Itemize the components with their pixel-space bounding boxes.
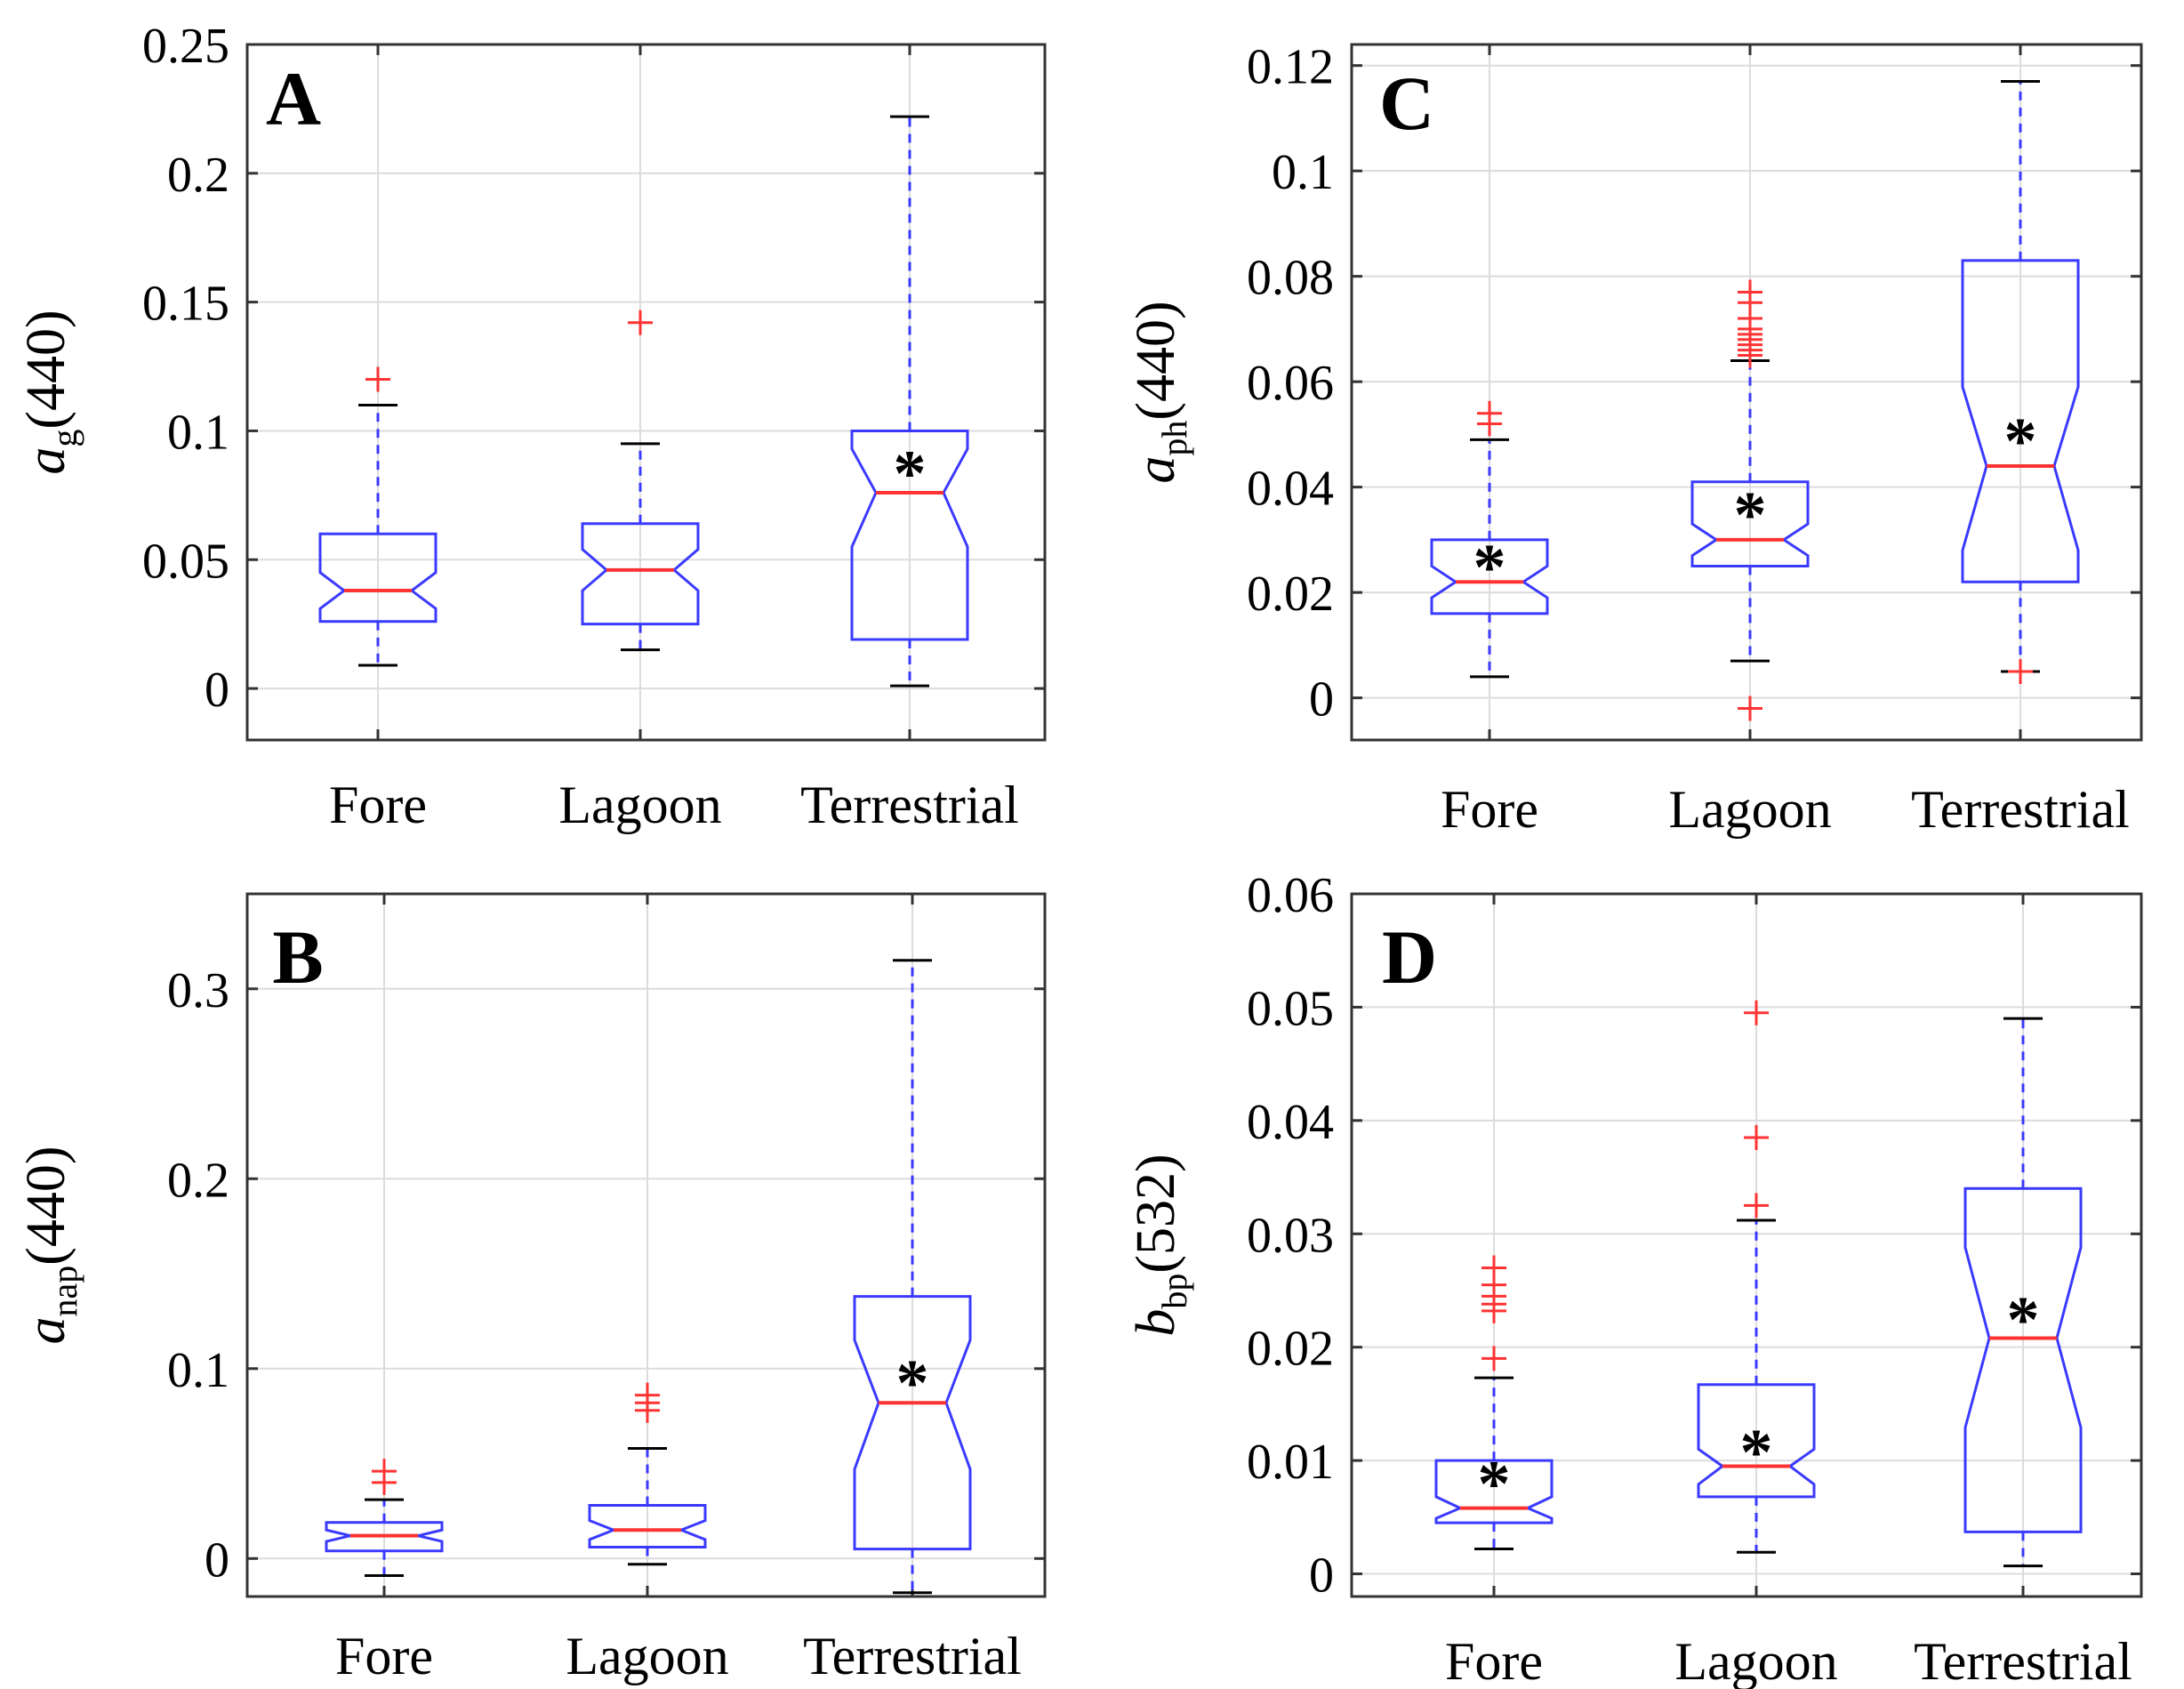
- y-axis-label: ag(440): [16, 310, 84, 474]
- y-tick-label: 0.04: [1247, 462, 1334, 517]
- y-axis-label: aph(440): [1126, 301, 1194, 483]
- y-axis-label: bbp(532): [1126, 1154, 1194, 1336]
- outlier-marker: [1744, 1000, 1769, 1025]
- axes-frame: [245, 892, 1047, 1598]
- box-body: [1697, 1383, 1816, 1499]
- outlier-marker: [1738, 279, 1762, 305]
- y-tick-label: 0.1: [1272, 145, 1334, 200]
- outlier-marker: [1744, 1193, 1769, 1218]
- box-body: [325, 1521, 444, 1553]
- box-body: [1434, 1459, 1554, 1524]
- box-body: [588, 1504, 707, 1548]
- y-tick-label: 0.12: [1247, 40, 1334, 95]
- chart-panel-d: 0 0.01 0.02 0.03 0.04 0.05 0.06 Fore Lagoon Terre…: [1126, 868, 2143, 1689]
- y-tick-label: 0.15: [142, 277, 229, 332]
- x-tick-label: Fore: [1441, 780, 1538, 839]
- y-tick-label: 0.3: [167, 963, 229, 1018]
- x-tick-label: Fore: [329, 776, 427, 834]
- y-tick-label: 0.05: [1247, 981, 1334, 1036]
- x-tick-label: Fore: [1445, 1632, 1543, 1689]
- panel-label: C: [1379, 60, 1434, 146]
- panel-label: D: [1382, 914, 1437, 1000]
- y-tick-label: 0: [205, 663, 229, 718]
- x-tick-label: Lagoon: [566, 1627, 728, 1685]
- chart-panel-b: 0 0.1 0.2 0.3 Fore Lagoon Terrestrial anap(440)…: [16, 892, 1047, 1685]
- y-tick-label: 0.2: [167, 1153, 229, 1208]
- box-body: [1690, 480, 1810, 567]
- x-tick-label: Terrestrial: [803, 1627, 1022, 1685]
- y-tick-label: 0.2: [167, 148, 229, 203]
- box-terrestrial: *: [853, 959, 972, 1595]
- box-fore: *: [1434, 1255, 1554, 1550]
- outlier-marker: [372, 1459, 397, 1484]
- box-body: [581, 522, 700, 626]
- outlier-marker: [1744, 1124, 1769, 1150]
- y-tick-label: 0.02: [1247, 567, 1334, 622]
- y-tick-label: 0.04: [1247, 1095, 1334, 1150]
- box-body: [1961, 259, 2080, 583]
- significance-star: *: [2007, 1283, 2040, 1356]
- axes-frame: [1350, 43, 2143, 742]
- outlier-marker: [628, 310, 653, 335]
- box-body: [1963, 1186, 2083, 1533]
- y-tick-label: 0.1: [167, 1343, 229, 1398]
- y-tick-label: 0.08: [1247, 251, 1334, 306]
- y-tick-label: 0.1: [167, 405, 229, 460]
- box-lagoon: [588, 1382, 707, 1566]
- significance-star: *: [896, 1347, 929, 1420]
- box-fore: [318, 366, 438, 667]
- box-fore: *: [1430, 400, 1549, 679]
- y-tick-label: 0.03: [1247, 1208, 1334, 1263]
- significance-star: *: [1734, 479, 1767, 551]
- axes-frame: [245, 43, 1047, 742]
- box-body: [850, 429, 969, 641]
- x-tick-label: Lagoon: [1674, 1632, 1837, 1689]
- box-lagoon: [581, 310, 700, 652]
- panel-label: A: [266, 56, 321, 141]
- y-tick-label: 0: [1309, 1548, 1334, 1604]
- outlier-marker: [1481, 1255, 1506, 1281]
- box-terrestrial: *: [850, 115, 969, 688]
- box-body: [1430, 538, 1549, 615]
- x-tick-label: Terrestrial: [1911, 780, 2130, 839]
- significance-star: *: [1740, 1417, 1773, 1490]
- outlier-marker: [2008, 658, 2033, 684]
- y-tick-label: 0.02: [1247, 1322, 1334, 1377]
- outlier-marker: [635, 1382, 660, 1408]
- y-tick-label: 0.05: [142, 534, 229, 589]
- box-fore: [325, 1459, 444, 1578]
- significance-star: *: [1478, 1448, 1511, 1521]
- x-tick-label: Lagoon: [558, 776, 721, 834]
- box-terrestrial: *: [1963, 1017, 2083, 1568]
- y-tick-label: 0: [1309, 672, 1334, 728]
- significance-star: *: [2004, 405, 2037, 478]
- significance-star: *: [894, 438, 927, 511]
- chart-panel-c: 0 0.02 0.04 0.06 0.08 0.1 0.12 Fore Lagoon Terres…: [1126, 40, 2143, 839]
- panel-label: B: [272, 914, 323, 1000]
- y-tick-label: 0: [205, 1532, 229, 1588]
- x-tick-label: Fore: [335, 1627, 433, 1685]
- box-lagoon: *: [1697, 1000, 1816, 1554]
- outlier-marker: [365, 366, 390, 392]
- box-body: [318, 532, 438, 623]
- outlier-marker: [1738, 696, 1762, 721]
- x-tick-label: Terrestrial: [800, 776, 1019, 834]
- y-axis-label: anap(440): [16, 1146, 84, 1344]
- outlier-marker: [1481, 1346, 1506, 1371]
- chart-panel-a: 0 0.05 0.1 0.15 0.2 0.25 Fore Lagoon Terrestrial…: [16, 19, 1047, 834]
- y-tick-label: 0.25: [142, 19, 229, 74]
- box-lagoon: *: [1690, 279, 1810, 721]
- y-tick-label: 0.01: [1247, 1435, 1334, 1490]
- axes-frame: [1350, 892, 2143, 1598]
- box-terrestrial: *: [1961, 79, 2080, 684]
- y-tick-label: 0.06: [1247, 356, 1334, 411]
- x-tick-label: Terrestrial: [1914, 1632, 2132, 1689]
- outlier-marker: [1477, 400, 1502, 426]
- significance-star: *: [1473, 532, 1506, 605]
- box-body: [853, 1295, 972, 1551]
- x-tick-label: Lagoon: [1668, 780, 1831, 839]
- y-tick-label: 0.06: [1247, 868, 1334, 923]
